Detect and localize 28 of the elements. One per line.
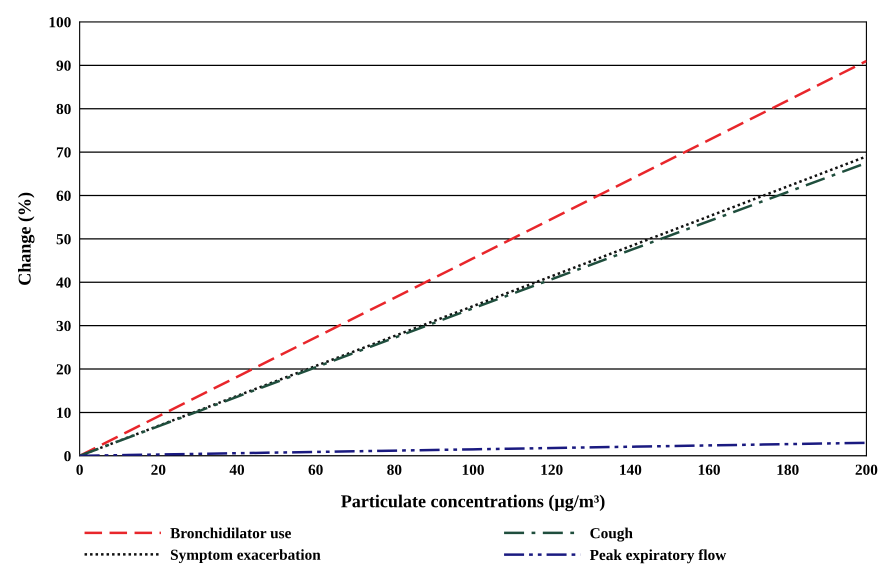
y-tick-label: 100 xyxy=(50,17,71,28)
x-tick-label: 20 xyxy=(151,464,166,475)
y-tick-label: 20 xyxy=(56,364,71,374)
y-tick-label: 30 xyxy=(56,320,71,332)
legend-label: Bronchidilator use xyxy=(170,528,291,538)
x-tick-label: 60 xyxy=(308,464,323,475)
x-axis-title: Particulate concentrations (µg/m³) xyxy=(341,494,604,512)
y-axis-title: Change (%) xyxy=(18,192,35,285)
x-tick-label: 0 xyxy=(76,464,83,475)
y-tick-label: 60 xyxy=(56,190,71,201)
y-tick-label: 80 xyxy=(56,104,71,114)
x-tick-label: 40 xyxy=(230,464,244,475)
x-tick-label: 200 xyxy=(856,464,878,475)
legend-label: Symptom exacerbation xyxy=(170,549,321,564)
x-tick-label: 160 xyxy=(698,464,720,475)
y-tick-label: 70 xyxy=(56,147,71,158)
x-tick-label: 120 xyxy=(541,464,563,475)
y-tick-label: 10 xyxy=(57,408,71,418)
y-tick-label: 90 xyxy=(56,60,71,71)
y-tick-label: 40 xyxy=(56,277,71,288)
x-tick-label: 100 xyxy=(462,464,484,475)
legend-label: Peak expiratory flow xyxy=(590,549,726,564)
x-tick-label: 180 xyxy=(778,464,799,475)
y-tick-label: 0 xyxy=(64,450,71,462)
y-tick-label: 50 xyxy=(56,234,71,244)
legend-label: Cough xyxy=(590,528,633,542)
x-tick-label: 140 xyxy=(620,464,642,475)
x-tick-label: 80 xyxy=(387,464,402,475)
